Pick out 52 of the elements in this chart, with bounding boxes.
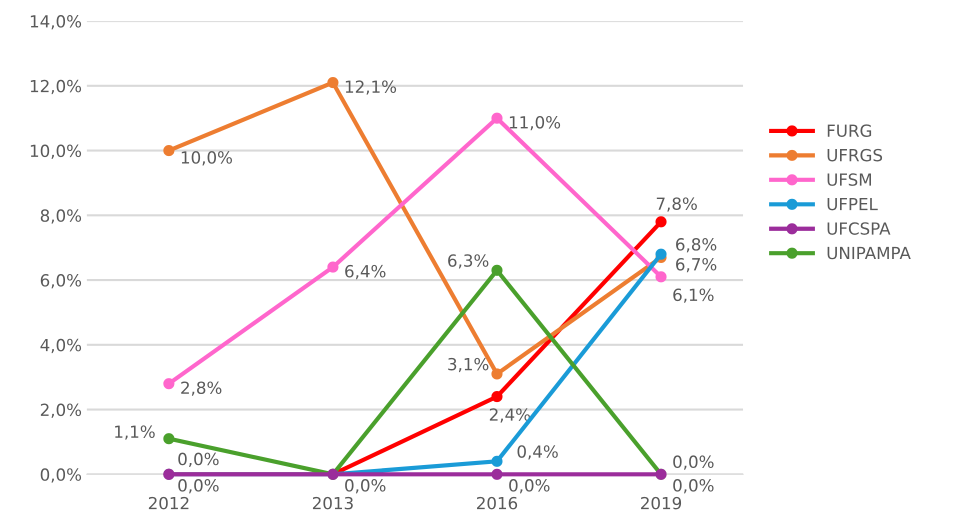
y-tick-label: 10,0% bbox=[30, 144, 82, 159]
y-tick-label: 6,0% bbox=[40, 274, 82, 288]
data-label: 0,0% bbox=[345, 479, 386, 494]
data-label: 6,3% bbox=[448, 254, 488, 269]
legend-label: UFSM bbox=[828, 173, 871, 186]
point bbox=[163, 145, 174, 156]
x-tick-label: 2019 bbox=[641, 496, 682, 510]
legend-label: UFCSPA bbox=[828, 222, 890, 235]
point bbox=[491, 368, 503, 380]
data-label: 7,8% bbox=[656, 197, 697, 212]
data-label: 3,1% bbox=[448, 358, 488, 372]
data-label: 2,8% bbox=[181, 381, 222, 396]
point bbox=[491, 468, 503, 480]
point bbox=[327, 77, 338, 88]
y-tick-label: 4,0% bbox=[40, 338, 82, 354]
legend-label: UFPEL bbox=[828, 198, 878, 210]
y-tick-label: 12,0% bbox=[30, 80, 82, 94]
data-label: 10,0% bbox=[182, 151, 232, 166]
point bbox=[327, 262, 338, 273]
point bbox=[491, 456, 503, 467]
point bbox=[491, 112, 503, 124]
data-label: 12,1% bbox=[346, 80, 396, 95]
data-label: 0,0% bbox=[673, 455, 714, 470]
point bbox=[491, 391, 503, 402]
x-tick-label: 2016 bbox=[476, 496, 518, 510]
point bbox=[655, 216, 667, 228]
x-tick-label: 2012 bbox=[148, 496, 188, 510]
legend-label: UNIPAMPA bbox=[828, 246, 911, 260]
data-label: 0,0% bbox=[509, 479, 550, 494]
point bbox=[655, 271, 667, 282]
data-label: 6,7% bbox=[676, 258, 716, 272]
data-label: 6,8% bbox=[676, 238, 716, 252]
y-tick-label: 8,0% bbox=[40, 209, 82, 224]
data-label: 6,4% bbox=[345, 264, 386, 280]
y-tick-label: 0,0% bbox=[40, 468, 82, 483]
point bbox=[163, 433, 174, 444]
x-tick-label: 2013 bbox=[312, 496, 353, 510]
data-label: 11,0% bbox=[510, 116, 560, 130]
point bbox=[163, 378, 174, 390]
point bbox=[655, 248, 667, 260]
data-label: 1,1% bbox=[115, 425, 155, 440]
legend-label: UFRGS bbox=[828, 148, 882, 162]
y-tick-label: 2,0% bbox=[40, 404, 82, 418]
data-label: 0,4% bbox=[518, 445, 558, 460]
legend-label: FURG bbox=[828, 124, 872, 137]
data-label: 6,1% bbox=[673, 288, 714, 303]
data-label: 0,0% bbox=[178, 452, 219, 467]
data-label: 2,4% bbox=[490, 408, 530, 423]
data-label: 0,0% bbox=[673, 479, 714, 494]
point bbox=[491, 264, 503, 276]
data-label: 0,0% bbox=[178, 479, 219, 494]
y-tick-label: 14,0% bbox=[30, 15, 82, 30]
